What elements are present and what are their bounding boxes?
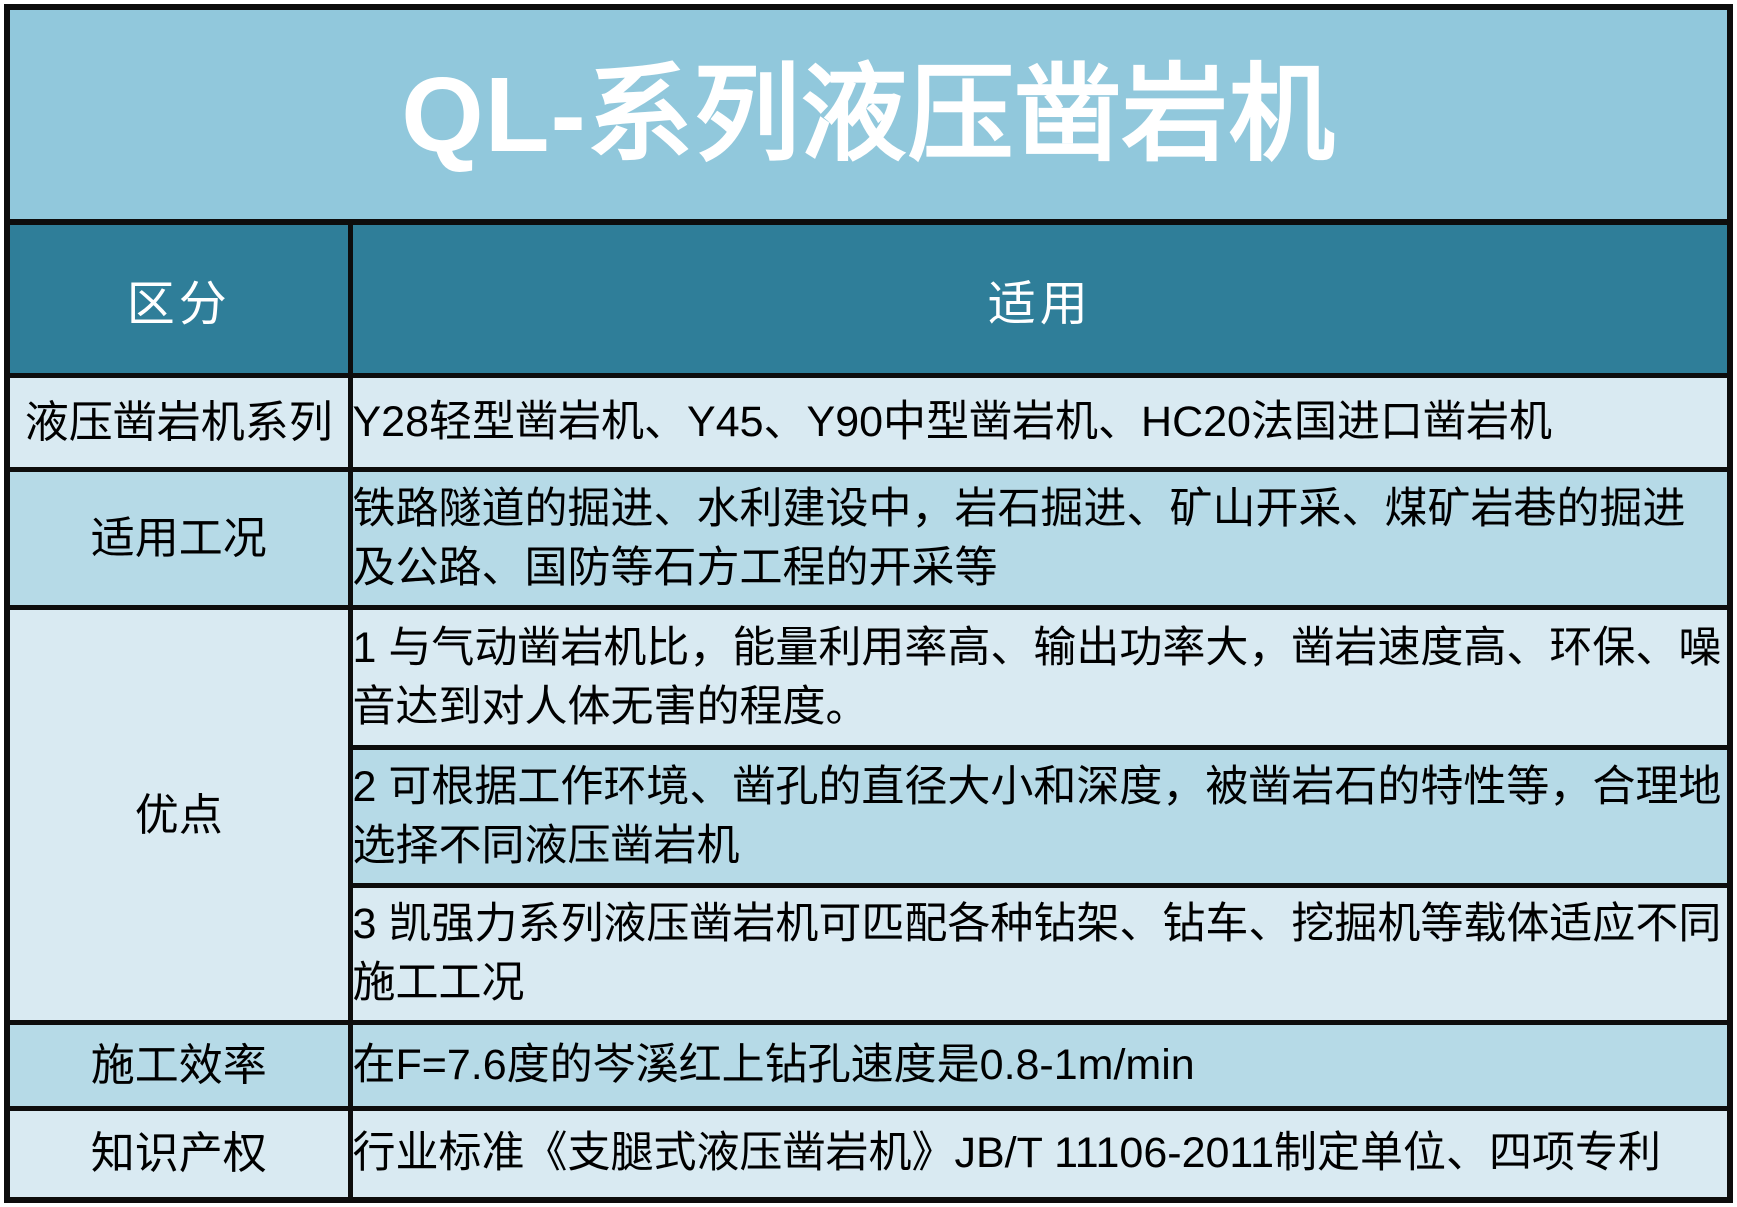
row-label-ip: 知识产权 [10, 1105, 353, 1197]
row-label-efficiency: 施工效率 [10, 1020, 353, 1111]
row-conditions: 适用工况 铁路隧道的掘进、水利建设中，岩石掘进、矿山开采、煤矿岩巷的掘进及公路、… [10, 467, 1727, 611]
cell-advantage-2: 2 可根据工作环境、凿孔的直径大小和深度，被凿岩石的特性等，合理地选择不同液压凿… [350, 745, 1727, 889]
cell-efficiency-content: 在F=7.6度的岑溪红上钻孔速度是0.8-1m/min [347, 1020, 1727, 1111]
row-label-series: 液压凿岩机系列 [10, 373, 353, 473]
title-banner: QL-系列液压凿岩机 [10, 10, 1727, 225]
table-frame: QL-系列液压凿岩机 区分 适用 液压凿岩机系列 Y28轻型凿岩机、Y45、Y9… [4, 4, 1733, 1203]
cell-advantage-1: 1 与气动凿岩机比，能量利用率高、输出功率大，凿岩速度高、环保、噪音达到对人体无… [347, 605, 1727, 751]
row-label-conditions: 适用工况 [10, 467, 353, 611]
row-advantage-3: 3 凯强力系列液压凿岩机可匹配各种钻架、钻车、挖掘机等载体适应不同施工工况 [10, 883, 1727, 1026]
row-advantage-2: 2 可根据工作环境、凿孔的直径大小和深度，被凿岩石的特性等，合理地选择不同液压凿… [10, 745, 1727, 889]
header-row: 区分 适用 [10, 225, 1727, 379]
cell-advantage-3: 3 凯强力系列液压凿岩机可匹配各种钻架、钻车、挖掘机等载体适应不同施工工况 [350, 883, 1727, 1026]
row-label-advantages: 优点 [10, 605, 353, 1026]
cell-series-content: Y28轻型凿岩机、Y45、Y90中型凿岩机、HC20法国进口凿岩机 [347, 373, 1727, 473]
row-ip: 知识产权 行业标准《支腿式液压凿岩机》JB/T 11106-2011制定单位、四… [10, 1105, 1727, 1197]
row-efficiency: 施工效率 在F=7.6度的岑溪红上钻孔速度是0.8-1m/min [10, 1020, 1727, 1111]
header-cell-category: 区分 [10, 225, 353, 379]
header-cell-applicable: 适用 [347, 225, 1727, 379]
cell-conditions-content: 铁路隧道的掘进、水利建设中，岩石掘进、矿山开采、煤矿岩巷的掘进及公路、国防等石方… [347, 467, 1727, 611]
spec-table: 区分 适用 液压凿岩机系列 Y28轻型凿岩机、Y45、Y90中型凿岩机、HC20… [10, 225, 1727, 1197]
cell-ip-content: 行业标准《支腿式液压凿岩机》JB/T 11106-2011制定单位、四项专利 [347, 1105, 1727, 1197]
row-series: 液压凿岩机系列 Y28轻型凿岩机、Y45、Y90中型凿岩机、HC20法国进口凿岩… [10, 373, 1727, 473]
page-title: QL-系列液压凿岩机 [401, 55, 1336, 174]
row-advantage-1: 优点 1 与气动凿岩机比，能量利用率高、输出功率大，凿岩速度高、环保、噪音达到对… [10, 605, 1727, 1026]
